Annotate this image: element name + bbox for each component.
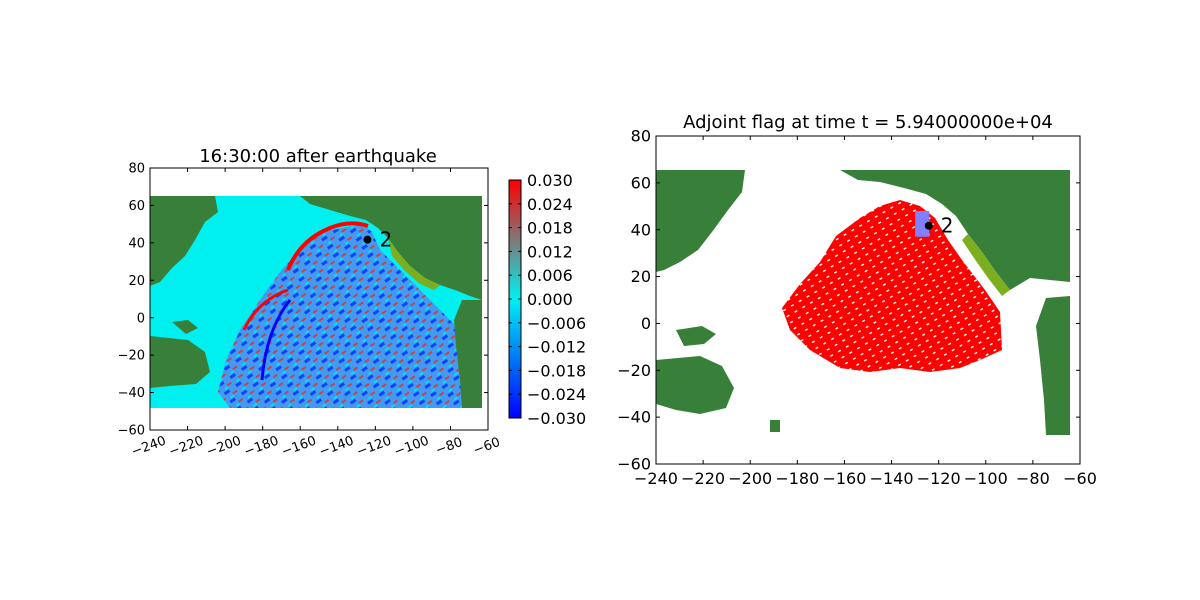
right-x-tick-label: −80 (1016, 469, 1050, 488)
left-land-islands (172, 320, 198, 334)
left-x-tick-label: −80 (434, 435, 465, 458)
right-y-tick-label: −40 (617, 408, 651, 427)
left-wave-trough (260, 299, 292, 381)
colorbar-ticks: 0.030 0.024 0.018 0.012 0.006 0.000 −0.006 −0.0… (509, 171, 586, 428)
colorbar-tick-label: 0.000 (527, 290, 573, 309)
left-y-tick-label: 20 (128, 274, 145, 289)
left-wave-region (218, 224, 470, 408)
right-land-asia (656, 170, 745, 272)
left-wave-front (286, 221, 369, 271)
right-x-tick-label: −240 (634, 469, 678, 488)
left-x-tick-label: −100 (392, 434, 431, 460)
left-x-tick-label: −180 (242, 434, 281, 460)
left-y-tick-label: −20 (118, 349, 145, 364)
colorbar-tick-label: 0.012 (527, 242, 573, 261)
right-gauge-region (915, 210, 930, 237)
colorbar: 0.030 0.024 0.018 0.012 0.006 0.000 −0.006 −0.0… (508, 171, 586, 428)
left-land-south-america (454, 300, 482, 408)
right-x-tick-label: −220 (681, 469, 725, 488)
left-x-tick-label: −220 (167, 434, 206, 460)
right-gauge-marker (924, 221, 933, 230)
left-y-tick-label: −40 (118, 386, 145, 401)
right-x-tick-label: −100 (964, 469, 1008, 488)
left-wave-front-2 (242, 288, 289, 331)
right-x-tick-label: −160 (822, 469, 866, 488)
right-y-tick-label: 80 (631, 127, 651, 146)
right-land-coast (962, 234, 1010, 296)
right-y-tick-label: −60 (617, 455, 651, 474)
right-gauge-label: 2 (941, 214, 954, 238)
colorbar-tick-label: 0.018 (527, 219, 573, 238)
right-x-tick-label: −60 (1063, 469, 1097, 488)
colorbar-tick-label: 0.030 (527, 171, 573, 190)
right-x-tick-label: −140 (870, 469, 914, 488)
left-x-tick-label: −200 (205, 434, 244, 460)
colorbar-tick-label: 0.006 (527, 266, 573, 285)
left-y-tick-label: 40 (128, 236, 145, 251)
left-gauge-marker (363, 235, 372, 244)
left-land-asia (150, 196, 218, 286)
left-x-tick-label: −160 (280, 434, 319, 460)
right-flag-region (782, 200, 1002, 372)
colorbar-tick-label: −0.024 (527, 385, 586, 404)
right-chart-title: Adjoint flag at time t = 5.94000000e+04 (683, 112, 1053, 133)
right-axes-frame (655, 135, 1081, 465)
right-x-tick-label: −180 (775, 469, 819, 488)
left-y-tick-label: 80 (128, 162, 145, 177)
left-x-tick-label: −120 (355, 434, 394, 460)
right-y-tick-label: 40 (631, 220, 651, 239)
right-y-tick-label: 60 (631, 173, 651, 192)
left-x-tick-label: −140 (317, 434, 356, 460)
left-y-axis: −60 −40 −20 0 20 40 60 80 (118, 162, 488, 439)
colorbar-tick-label: −0.018 (527, 361, 586, 380)
right-x-tick-label: −200 (728, 469, 772, 488)
right-y-axis: −60 −40 −20 0 20 40 60 80 (617, 127, 1080, 474)
tsunami-surface-panel: 16:30:00 after earthquake 2 −240−220−200… (118, 146, 587, 460)
right-y-tick-label: 0 (641, 314, 651, 333)
left-axes-frame (149, 167, 489, 431)
right-land-australia (656, 356, 734, 414)
left-y-tick-label: −60 (118, 424, 145, 439)
right-y-tick-label: −20 (617, 361, 651, 380)
left-chart-title: 16:30:00 after earthquake (199, 146, 437, 167)
left-land-north-america (300, 196, 482, 300)
colorbar-tick-label: 0.024 (527, 195, 573, 214)
left-y-tick-label: 0 (137, 311, 145, 326)
left-x-tick-label: −60 (471, 435, 502, 458)
right-y-tick-label: 20 (631, 267, 651, 286)
left-y-tick-label: 60 (128, 199, 145, 214)
right-land-south-america (1036, 296, 1070, 435)
left-land-australia (150, 336, 210, 388)
right-land-islands (676, 326, 716, 346)
colorbar-tick-label: −0.012 (527, 338, 586, 357)
right-land-island-small (770, 420, 780, 432)
right-x-tick-label: −120 (917, 469, 961, 488)
colorbar-tick-label: −0.006 (527, 314, 586, 333)
left-gauge-label: 2 (379, 228, 392, 252)
adjoint-flag-panel: Adjoint flag at time t = 5.94000000e+04 … (617, 112, 1097, 488)
right-x-axis: −240 −220 −200 −180 −160 −140 −120 −100 −80 −60 (634, 136, 1097, 488)
right-land-north-america (840, 170, 1070, 290)
left-land-coast (388, 238, 440, 290)
colorbar-tick-label: −0.030 (527, 409, 586, 428)
